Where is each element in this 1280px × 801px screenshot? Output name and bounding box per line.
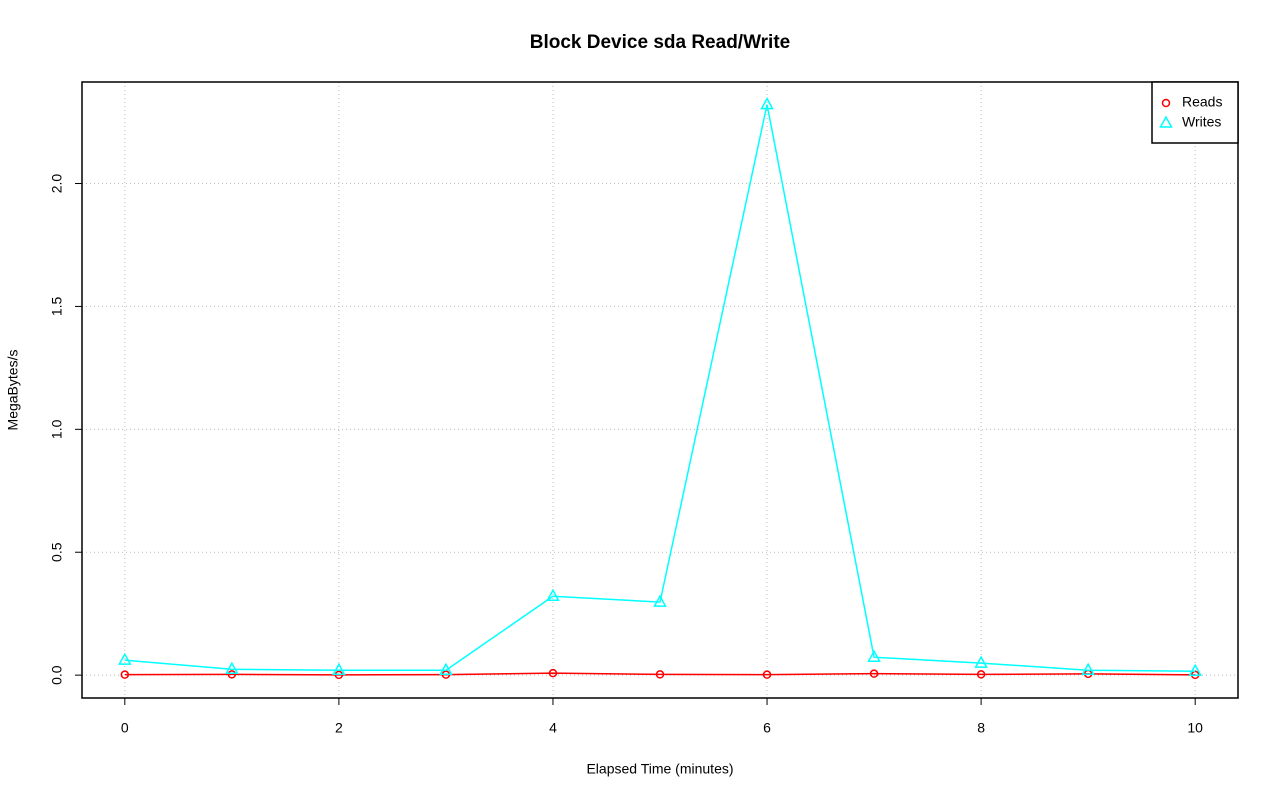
data-point xyxy=(1188,663,1202,676)
data-point xyxy=(225,661,239,674)
legend-marker xyxy=(1159,115,1173,128)
x-tick-label: 6 xyxy=(763,720,771,736)
plot-frame xyxy=(81,81,1239,699)
x-tick-label: 4 xyxy=(549,720,557,736)
data-point xyxy=(332,662,346,675)
series-line xyxy=(124,104,1196,672)
data-point xyxy=(655,670,665,679)
data-point xyxy=(548,668,558,678)
data-point xyxy=(760,97,774,110)
x-axis-label: Elapsed Time (minutes) xyxy=(586,761,733,777)
data-point xyxy=(867,649,881,662)
y-tick-label: 2.0 xyxy=(49,174,65,194)
series-line xyxy=(124,672,1196,676)
legend-box xyxy=(1151,81,1239,144)
x-tick-label: 2 xyxy=(335,720,343,736)
y-axis-label: MegaBytes/s xyxy=(5,350,21,431)
data-point xyxy=(546,588,560,601)
y-tick-label: 0.0 xyxy=(49,665,65,685)
x-tick-label: 10 xyxy=(1187,720,1203,736)
y-tick-label: 1.0 xyxy=(49,419,65,439)
data-point xyxy=(976,670,986,679)
legend-marker xyxy=(1161,98,1171,108)
data-point xyxy=(1081,662,1095,675)
legend-label: Reads xyxy=(1182,94,1222,110)
data-point xyxy=(118,652,132,665)
x-tick-label: 8 xyxy=(977,720,985,736)
y-tick-label: 0.5 xyxy=(49,542,65,562)
data-point xyxy=(120,670,130,679)
data-point xyxy=(869,669,879,678)
data-point xyxy=(974,655,988,668)
data-point xyxy=(762,670,772,679)
data-point xyxy=(227,670,237,679)
legend-label: Writes xyxy=(1182,114,1221,130)
chart-title: Block Device sda Read/Write xyxy=(530,32,790,53)
data-point xyxy=(653,594,667,607)
y-tick-label: 1.5 xyxy=(49,296,65,316)
data-point xyxy=(439,662,453,675)
x-tick-label: 0 xyxy=(121,720,129,736)
